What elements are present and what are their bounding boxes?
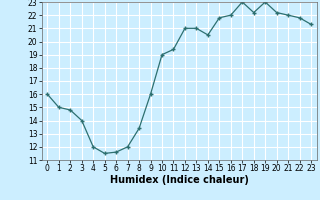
X-axis label: Humidex (Indice chaleur): Humidex (Indice chaleur) — [110, 175, 249, 185]
